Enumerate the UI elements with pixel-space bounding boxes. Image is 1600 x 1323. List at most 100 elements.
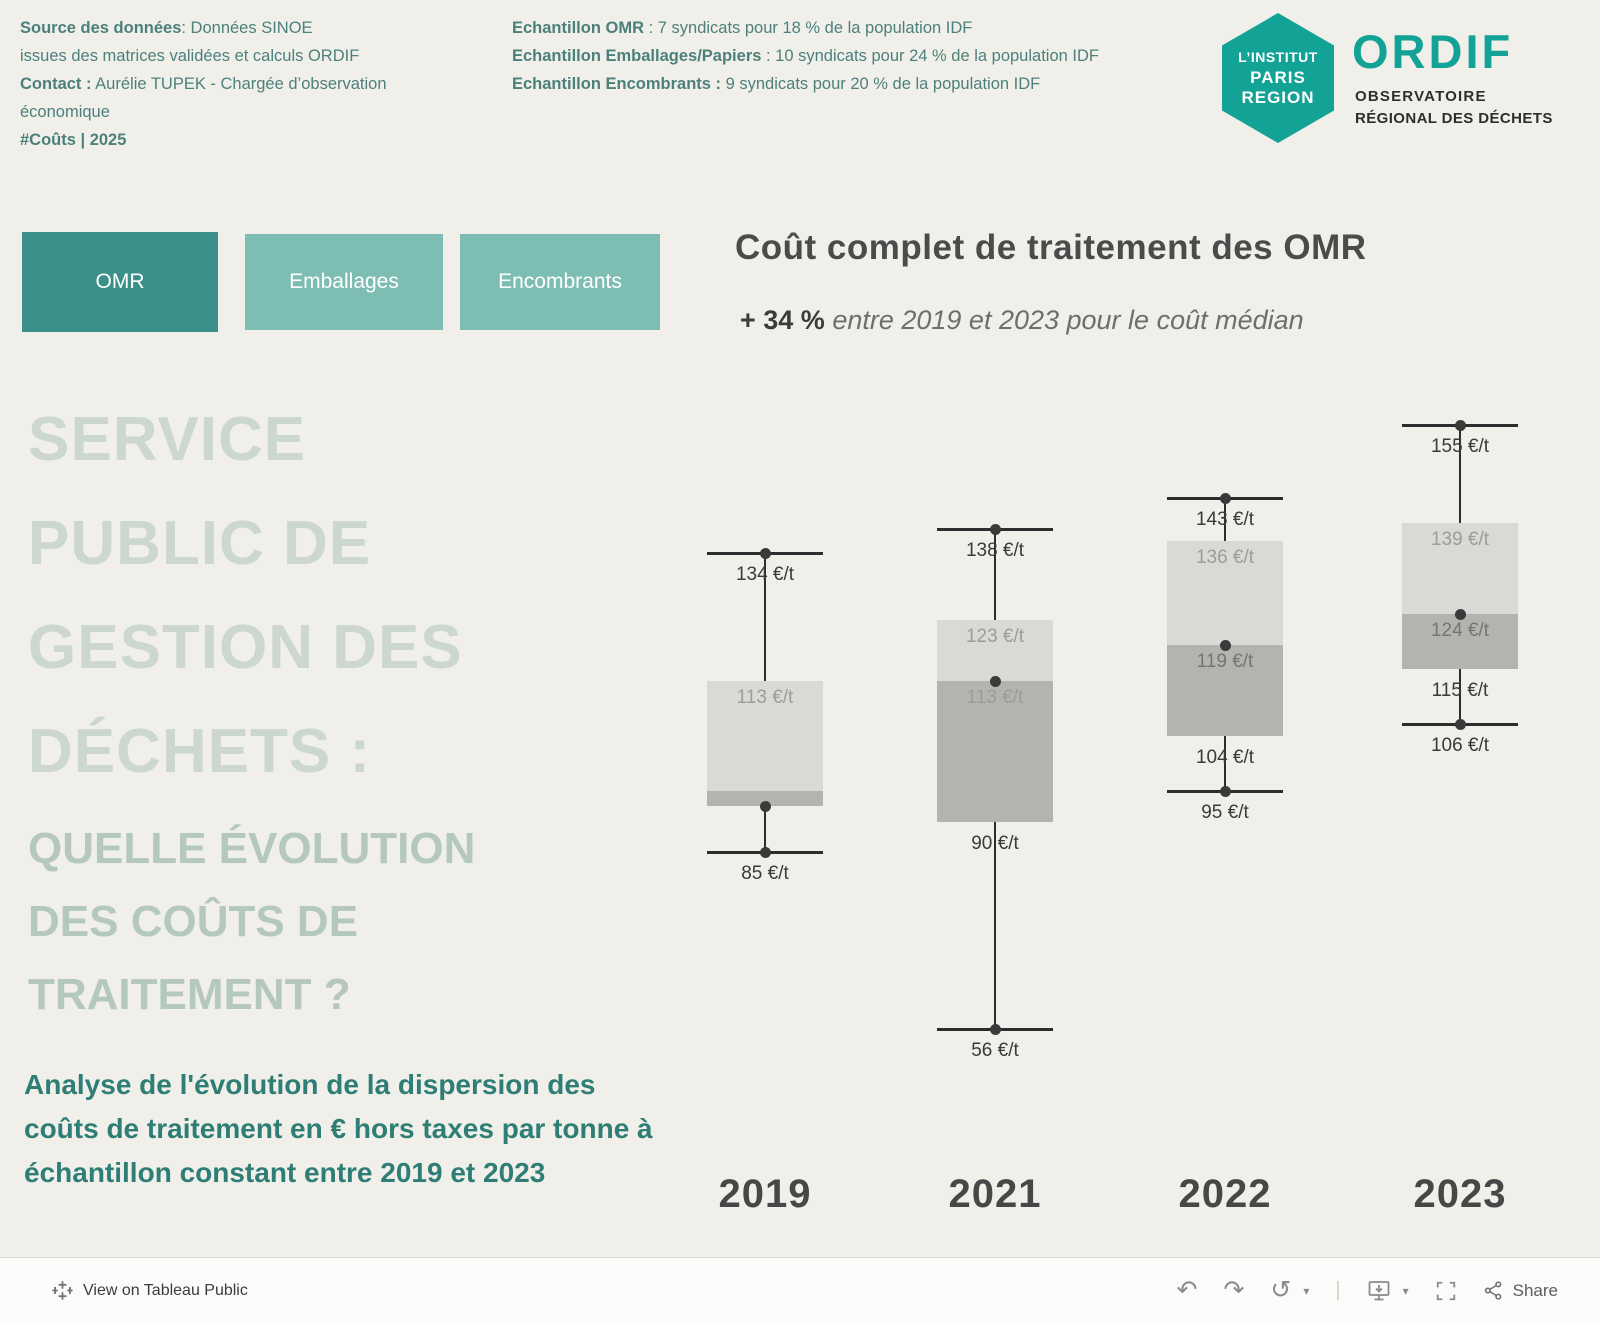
value-label: 155 €/t <box>1430 436 1490 457</box>
tab-encombrants[interactable]: Encombrants <box>460 234 660 330</box>
institut-paris-region-logo: L’INSTITUT PARIS REGION <box>1222 13 1334 143</box>
box-upper-quartile[interactable] <box>937 620 1053 681</box>
sample-encombrants-value: 9 syndicats pour 20 % de la population I… <box>721 75 1041 93</box>
value-label: 95 €/t <box>1201 802 1249 823</box>
chart-title: Coût complet de traitement des OMR <box>735 228 1367 267</box>
subtitle-text: entre 2019 et 2023 pour le coût médian <box>824 305 1304 335</box>
share-label: Share <box>1512 1280 1558 1300</box>
whisker-upper-connector <box>1459 425 1461 523</box>
value-label: 143 €/t <box>1195 509 1255 530</box>
contact-value: Aurélie TUPEK - Chargée d’observation <box>91 75 387 93</box>
min-dot[interactable] <box>989 1023 1001 1035</box>
box-upper-quartile[interactable] <box>1402 523 1518 614</box>
year-label: 2021 <box>948 1172 1042 1216</box>
chart-subtitle: + 34 % entre 2019 et 2023 pour le coût m… <box>740 305 1304 336</box>
headline-line: QUELLE ÉVOLUTION <box>28 824 476 873</box>
contact-label: Contact : <box>20 75 92 93</box>
value-label: 106 €/t <box>1430 735 1490 756</box>
value-label: 123 €/t <box>965 626 1025 647</box>
value-label: 136 €/t <box>1195 547 1255 568</box>
value-label: 113 €/t <box>736 687 794 708</box>
whisker-lower-connector <box>1459 669 1461 724</box>
tableau-toolbar: View on Tableau Public ↶ ↷ ↺ ▾ | ▾ <box>0 1257 1600 1323</box>
value-label: 115 €/t <box>1431 680 1489 701</box>
sample-emballages-value: : 10 syndicats pour 24 % de la populatio… <box>761 47 1099 65</box>
toolbar-separator: | <box>1335 1279 1341 1301</box>
redo-icon[interactable]: ↷ <box>1223 1276 1245 1304</box>
box-lower-quartile[interactable] <box>707 791 823 806</box>
chevron-down-icon[interactable]: ▾ <box>1402 1283 1409 1298</box>
whisker-upper-connector <box>994 529 996 620</box>
max-dot[interactable] <box>1454 419 1466 431</box>
sample-omr-value: : 7 syndicats pour 18 % de la population… <box>644 19 973 37</box>
sample-omr-label: Echantillon OMR <box>512 19 644 37</box>
value-label: 90 €/t <box>971 833 1019 854</box>
share-button[interactable]: Share <box>1483 1280 1558 1301</box>
undo-icon[interactable]: ↶ <box>1176 1276 1198 1304</box>
value-label: 138 €/t <box>965 540 1025 561</box>
ordif-subtitle-2: RÉGIONAL DES DÉCHETS <box>1355 110 1553 127</box>
sample-encombrants-label: Echantillon Encombrants : <box>512 75 722 93</box>
box-upper-quartile[interactable] <box>1167 541 1283 645</box>
year-label: 2019 <box>718 1172 812 1216</box>
tab-emballages[interactable]: Emballages <box>245 234 443 330</box>
year-label: 2023 <box>1413 1172 1507 1216</box>
fullscreen-icon[interactable] <box>1435 1280 1457 1302</box>
headline-line: DES COÛTS DE <box>28 897 359 946</box>
reset-icon[interactable]: ↺ <box>1270 1276 1292 1304</box>
hashtag-label: #Coûts | 2025 <box>20 131 127 149</box>
logo-region-line: REGION <box>1241 87 1315 107</box>
whisker-upper-connector <box>764 553 766 681</box>
whisker-lower-connector <box>994 822 996 1029</box>
tableau-logo-icon <box>52 1280 73 1301</box>
value-label: 104 €/t <box>1195 747 1255 768</box>
toolbar-actions: ↶ ↷ ↺ ▾ | ▾ Share <box>1177 1278 1559 1303</box>
max-dot[interactable] <box>989 523 1001 535</box>
analysis-description: Analyse de l'évolution de la dispersion … <box>24 1069 653 1188</box>
max-dot[interactable] <box>759 547 771 559</box>
year-label: 2022 <box>1178 1172 1272 1216</box>
box-lower-quartile[interactable] <box>1402 614 1518 669</box>
ordif-wordmark: ORDIF <box>1352 25 1514 78</box>
headline-line: GESTION DES <box>28 613 463 682</box>
min-dot[interactable] <box>1454 718 1466 730</box>
logo-paris-line: PARIS <box>1250 67 1306 87</box>
contact-line: Contact : Aurélie TUPEK - Chargée d’obse… <box>20 70 500 98</box>
contact-line-2: économique <box>20 103 110 121</box>
view-on-tableau-link[interactable]: View on Tableau Public <box>52 1280 248 1301</box>
share-icon <box>1483 1280 1504 1301</box>
source-label: Source des données <box>20 19 182 37</box>
logo-institut-line: L’INSTITUT <box>1238 48 1318 65</box>
median-dot[interactable] <box>759 800 771 812</box>
max-dot[interactable] <box>1219 492 1231 504</box>
min-dot[interactable] <box>759 846 771 858</box>
headline-line: DÉCHETS : <box>28 717 372 786</box>
data-source-block: Source des données: Données SINOE issues… <box>20 14 500 154</box>
headline-line: SERVICE <box>28 405 307 474</box>
value-label: 113 €/t <box>966 687 1024 708</box>
value-label: 139 €/t <box>1430 529 1490 550</box>
whisker-upper-connector <box>1224 498 1226 541</box>
whisker-lower-connector <box>764 806 766 852</box>
median-dot[interactable] <box>1219 639 1231 651</box>
min-dot[interactable] <box>1219 785 1231 797</box>
boxplot-chart: 134 €/t 113 €/t 85 €/t 2019 138 €/t 123 €/t 11… <box>660 364 1600 1250</box>
tab-omr[interactable]: OMR <box>22 232 218 332</box>
box-lower-quartile[interactable] <box>937 681 1053 822</box>
sample-encombrants: Echantillon Encombrants : 9 syndicats po… <box>512 70 1112 98</box>
ordif-subtitle-1: OBSERVATOIRE <box>1355 88 1487 105</box>
box-lower-quartile[interactable] <box>1167 645 1283 736</box>
headline-line: TRAITEMENT ? <box>28 970 351 1019</box>
sample-emballages-label: Echantillon Emballages/Papiers <box>512 47 762 65</box>
value-label: 56 €/t <box>971 1040 1019 1061</box>
chevron-down-icon[interactable]: ▾ <box>1303 1283 1310 1298</box>
download-icon[interactable] <box>1367 1279 1391 1303</box>
median-dot[interactable] <box>1454 608 1466 620</box>
headline-line: PUBLIC DE <box>28 509 372 578</box>
box-upper-quartile[interactable] <box>707 681 823 791</box>
value-label: 85 €/t <box>741 863 789 884</box>
median-dot[interactable] <box>989 675 1001 687</box>
headline-secondary: QUELLE ÉVOLUTION DES COÛTS DE TRAITEMENT… <box>28 812 475 1031</box>
headline-primary: SERVICE PUBLIC DE GESTION DES DÉCHETS : <box>28 388 463 804</box>
source-line: Source des données: Données SINOE <box>20 14 500 42</box>
